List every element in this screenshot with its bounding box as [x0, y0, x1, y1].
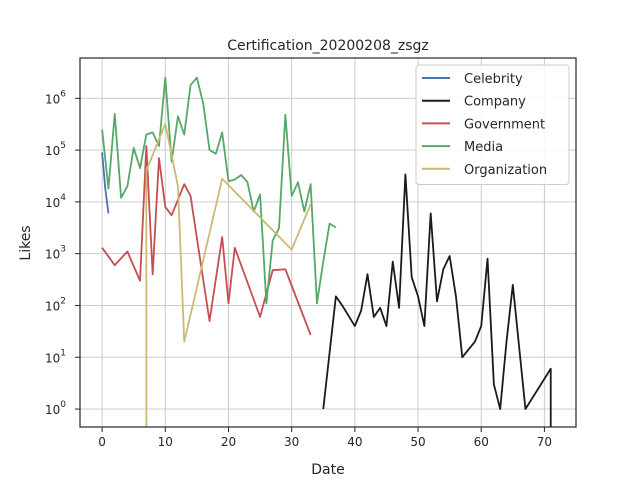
legend-label-media: Media	[464, 140, 503, 155]
series-lines	[101, 76, 552, 427]
legend-label-organization: Organization	[464, 163, 547, 178]
legend-label-celebrity: Celebrity	[464, 72, 523, 87]
y-tick-label: 101	[45, 348, 66, 365]
series-line-government	[101, 145, 312, 336]
plot-area-frame	[79, 57, 577, 428]
x-tick-label: 40	[347, 435, 362, 449]
series-line-media	[101, 76, 337, 305]
y-tick-label: 104	[45, 193, 66, 210]
y-tick-label: 102	[45, 296, 66, 313]
x-tick-label: 50	[410, 435, 425, 449]
y-tick-label: 106	[45, 89, 66, 106]
x-tick-label: 20	[221, 435, 236, 449]
x-tick-label: 0	[98, 435, 106, 449]
x-tick-label: 10	[158, 435, 173, 449]
legend-label-government: Government	[464, 117, 545, 132]
series-line-organization	[145, 123, 312, 427]
x-tick-label: 60	[474, 435, 489, 449]
legend: Celebrity Company Government Media Organizat…	[415, 64, 570, 185]
chart-title: Certification_20200208_zsgz	[227, 38, 429, 54]
y-tick-label: 103	[45, 245, 66, 262]
legend-label-company: Company	[464, 95, 526, 110]
y-axis-title: Likes	[18, 225, 34, 260]
x-axis-title: Date	[311, 462, 344, 478]
y-axis-ticks: 100 101 102 103 104 105 106	[45, 89, 80, 417]
x-axis-ticks: 0 10 20 30 40 50 60 70	[98, 427, 552, 449]
x-tick-label: 30	[284, 435, 299, 449]
series-line-celebrity	[101, 152, 110, 214]
x-tick-label: 70	[537, 435, 552, 449]
legend-box	[415, 64, 570, 185]
y-tick-label: 105	[45, 141, 66, 158]
series-line-company	[322, 173, 552, 427]
y-tick-label: 100	[45, 400, 66, 417]
